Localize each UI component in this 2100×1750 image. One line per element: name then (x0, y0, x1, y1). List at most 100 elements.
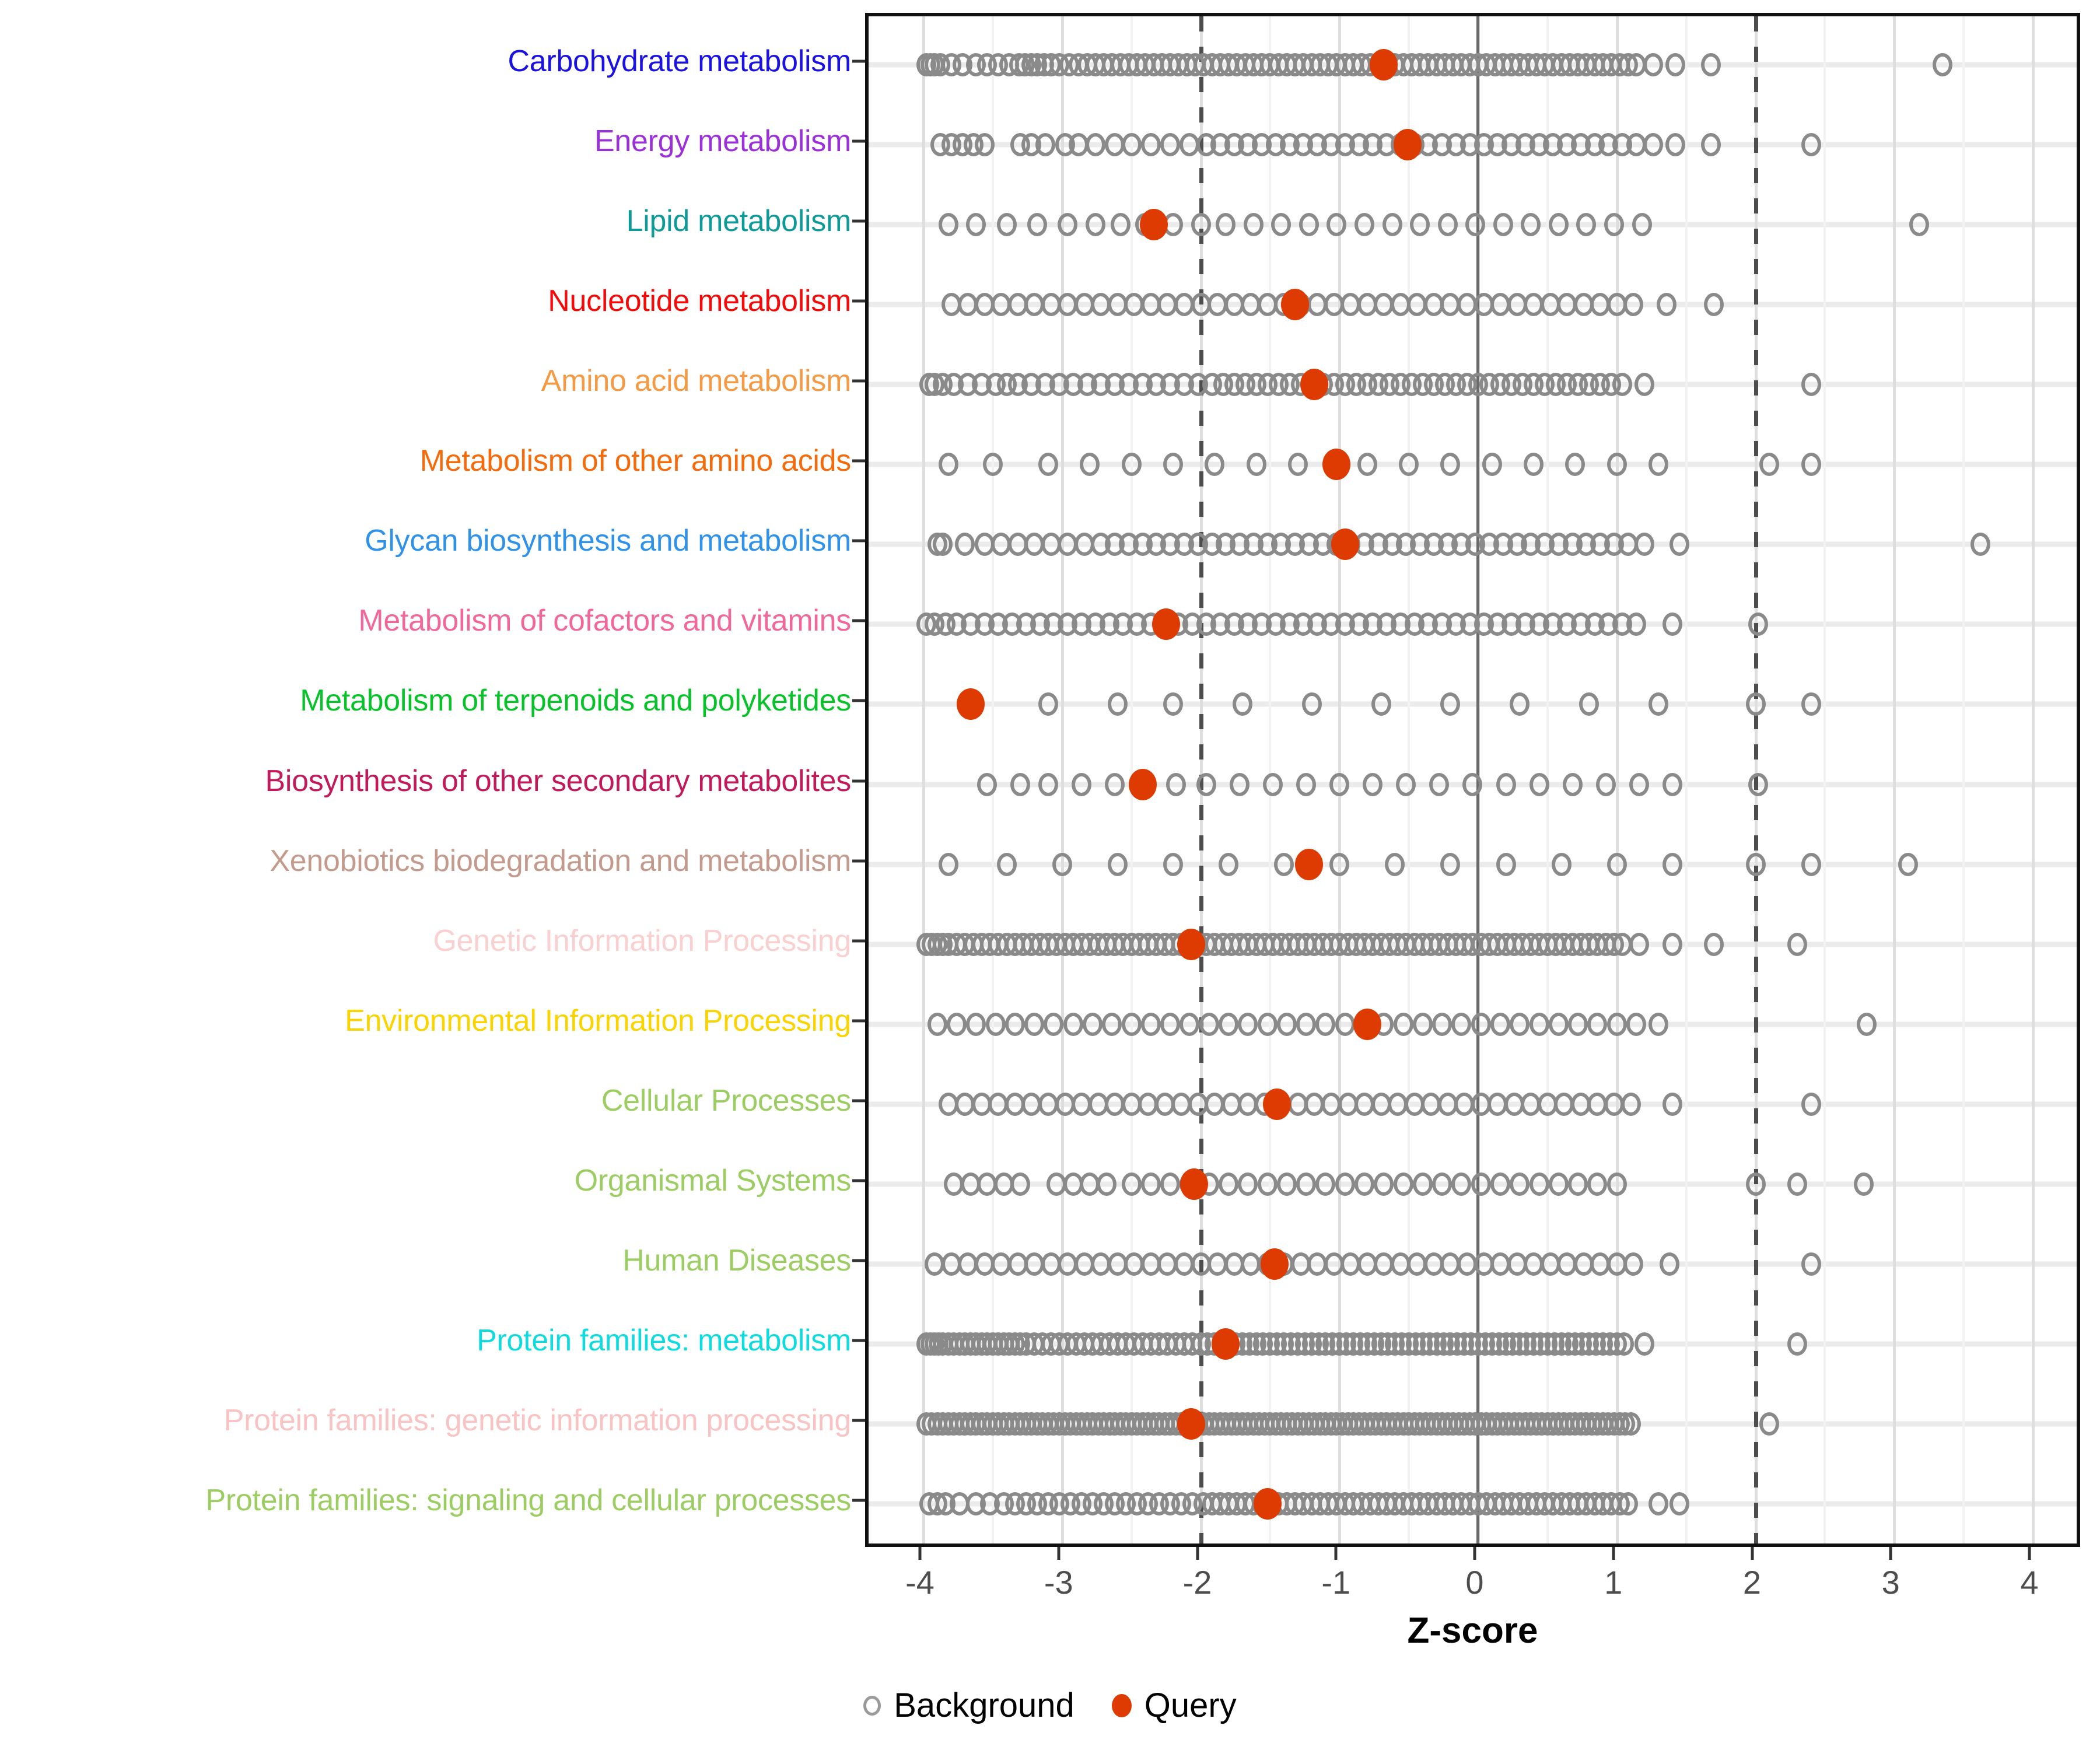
y-axis-tick (852, 299, 865, 303)
background-point (1437, 213, 1458, 237)
background-point (1085, 213, 1105, 237)
x-axis-tick (918, 1547, 922, 1560)
row-gridline (869, 862, 2077, 867)
background-point (982, 453, 1003, 477)
background-point (1665, 133, 1685, 157)
y-axis-tick (852, 459, 865, 463)
query-point[interactable] (1294, 848, 1323, 880)
background-point (1662, 852, 1682, 876)
query-point[interactable] (1370, 49, 1398, 80)
legend-item-query[interactable]: Query (1111, 1686, 1237, 1725)
background-point (1230, 772, 1250, 796)
background-point (1898, 852, 1919, 876)
query-point[interactable] (956, 688, 985, 720)
background-point (1393, 1012, 1413, 1036)
background-point (1701, 53, 1721, 76)
background-point (1326, 213, 1347, 237)
query-point[interactable] (1393, 129, 1422, 161)
chart-legend: Background Query (0, 1686, 2100, 1725)
background-point (1163, 453, 1183, 477)
x-axis-tick (1889, 1547, 1892, 1560)
query-point[interactable] (1177, 928, 1205, 960)
background-point (1276, 1172, 1297, 1196)
background-point (1648, 692, 1669, 716)
y-axis-label: Glycan biosynthesis and metabolism (365, 524, 851, 558)
background-point (1357, 453, 1377, 477)
background-point (1160, 1172, 1181, 1196)
filled-circle-icon (1111, 1693, 1132, 1717)
background-point (1787, 1332, 1807, 1356)
background-point (1005, 1012, 1025, 1036)
background-point (977, 772, 998, 796)
background-point (1801, 133, 1821, 157)
background-point (1432, 1172, 1452, 1196)
query-point[interactable] (1263, 1088, 1292, 1120)
query-point[interactable] (1300, 369, 1329, 401)
query-point[interactable] (1177, 1408, 1205, 1440)
background-point (1121, 1172, 1142, 1196)
query-point[interactable] (1180, 1168, 1208, 1200)
background-point (1107, 852, 1128, 876)
background-point (985, 1012, 1006, 1036)
background-point (1669, 533, 1689, 556)
background-point (1085, 133, 1105, 157)
background-point (1451, 1012, 1472, 1036)
y-axis-tick (852, 1019, 865, 1023)
x-axis-tick (1612, 1547, 1615, 1560)
query-point[interactable] (1128, 768, 1157, 800)
background-point (1096, 1172, 1116, 1196)
query-point[interactable] (1353, 1008, 1381, 1040)
background-point (1180, 1012, 1200, 1036)
background-point (955, 533, 975, 556)
background-point (1038, 453, 1058, 477)
background-point (1568, 1172, 1588, 1196)
query-point[interactable] (1152, 608, 1181, 640)
x-axis-tick (1057, 1547, 1060, 1560)
query-point[interactable] (1212, 1328, 1240, 1360)
query-point[interactable] (1260, 1248, 1289, 1280)
query-point[interactable] (1139, 209, 1168, 241)
background-point (1440, 692, 1461, 716)
x-axis-tick (1196, 1547, 1199, 1560)
background-point (1606, 1012, 1627, 1036)
background-point (1529, 1012, 1549, 1036)
background-point (1354, 1172, 1375, 1196)
x-axis-tick-label: 3 (1881, 1564, 1900, 1601)
background-point (1038, 772, 1058, 796)
row-gridline (869, 701, 2077, 707)
legend-item-background[interactable]: Background (863, 1686, 1074, 1725)
background-point (1471, 1012, 1491, 1036)
y-axis-label: Nucleotide metabolism (548, 284, 851, 318)
background-point (1632, 213, 1652, 237)
background-point (1490, 1172, 1511, 1196)
background-point (1429, 772, 1450, 796)
background-point (1027, 213, 1047, 237)
query-point[interactable] (1331, 528, 1359, 561)
background-point (1462, 772, 1483, 796)
background-point (1629, 932, 1649, 956)
background-point (996, 213, 1017, 237)
background-point (1551, 852, 1572, 876)
background-point (1787, 1172, 1807, 1196)
y-axis-label: Metabolism of terpenoids and polyketides (300, 684, 851, 718)
background-point (1748, 612, 1769, 636)
background-point (1274, 852, 1294, 876)
background-point (1853, 1172, 1874, 1196)
query-point[interactable] (1253, 1488, 1282, 1520)
background-point (1052, 852, 1072, 876)
background-point (1568, 1012, 1588, 1036)
background-point (1335, 1012, 1355, 1036)
x-axis-tick-label: -3 (1044, 1564, 1073, 1601)
x-axis-tick (1751, 1547, 1754, 1560)
background-point (1160, 133, 1181, 157)
background-point (1801, 1252, 1821, 1276)
x-axis: -4 -3 -2 -1 0 1 2 3 4 (865, 1547, 2080, 1617)
background-point (1662, 612, 1682, 636)
y-axis-label: Amino acid metabolism (541, 364, 852, 398)
background-point (1465, 213, 1486, 237)
query-point[interactable] (1322, 449, 1351, 481)
background-point (1620, 1412, 1641, 1436)
query-point[interactable] (1281, 289, 1310, 321)
background-point (1634, 373, 1655, 397)
background-point (1276, 1012, 1297, 1036)
